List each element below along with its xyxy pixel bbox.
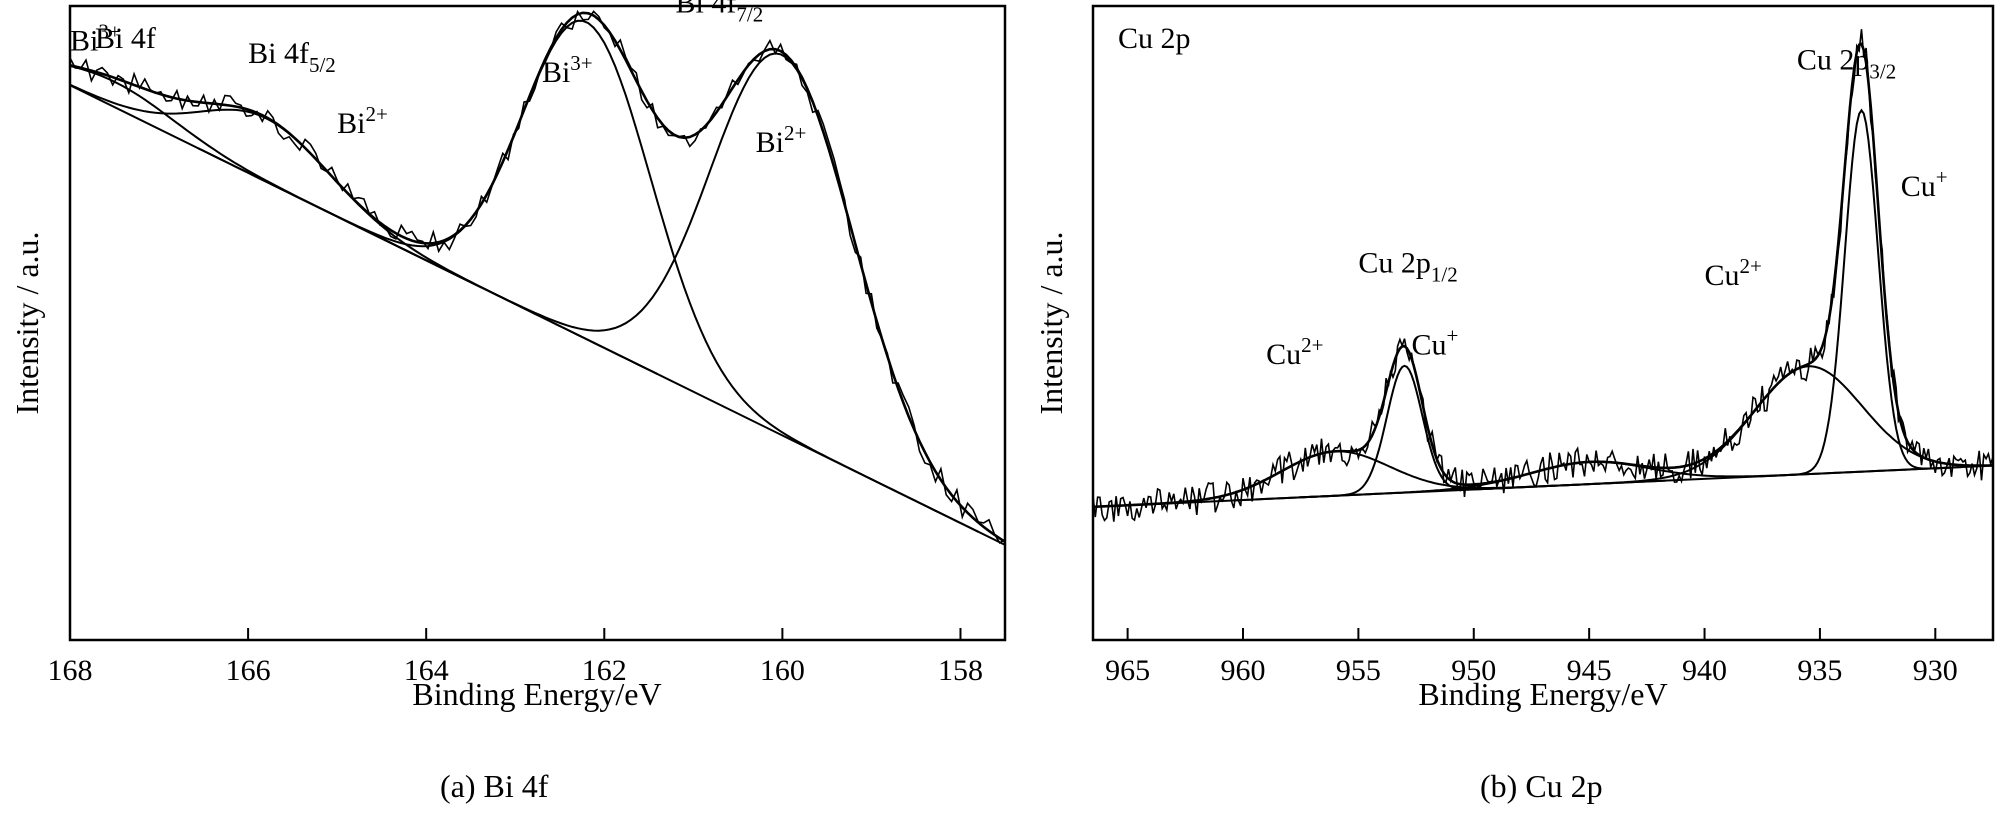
panel-b-x-tick-label: 960 bbox=[1221, 654, 1266, 687]
panel-b-x-tick-label: 945 bbox=[1567, 654, 1612, 687]
panel-b-label: Cu 2p bbox=[1118, 22, 1191, 55]
panel-a: Bi 4f Intensity / a.u. Binding Energy/eV… bbox=[9, 0, 1007, 712]
panel-a-curves bbox=[69, 9, 1006, 546]
panel-a-caption: (a) Bi 4f bbox=[440, 768, 549, 804]
panel-a-component-peak bbox=[197, 19, 979, 533]
panel-a-x-tick-label: 164 bbox=[404, 654, 449, 687]
panel-b-x-tick-label: 955 bbox=[1336, 654, 1381, 687]
panel-b: Cu 2p Intensity / a.u. Binding Energy/eV… bbox=[1033, 4, 1995, 712]
panel-a-peak-annotation: Bi3+ bbox=[70, 19, 121, 57]
panel-a-x-tick-label: 160 bbox=[760, 654, 805, 687]
panel-a-x-tick-label: 158 bbox=[938, 654, 983, 687]
panel-a-x-axis-label: Binding Energy/eV bbox=[412, 676, 661, 712]
panel-b-x-tick-label: 965 bbox=[1105, 654, 1150, 687]
panel-a-x-ticks: 168 166 164 162 160 158 bbox=[48, 628, 983, 687]
panel-a-label: Bi 4f bbox=[95, 22, 156, 55]
panel-b-caption: (b) Cu 2p bbox=[1480, 768, 1603, 804]
panel-b-y-axis-label: Intensity / a.u. bbox=[1033, 231, 1069, 414]
panel-a-plot-frame bbox=[68, 4, 1007, 642]
panel-a-x-tick-label: 166 bbox=[226, 654, 271, 687]
panel-b-plot-frame bbox=[1091, 4, 1995, 642]
panel-a-x-tick-label: 168 bbox=[48, 654, 93, 687]
panel-b-x-tick-label: 950 bbox=[1451, 654, 1496, 687]
panel-a-peak-annotation: Bi2+ bbox=[756, 121, 807, 159]
panel-a-raw-data bbox=[69, 9, 1006, 545]
panel-b-component-peak bbox=[1759, 108, 1964, 478]
panel-b-x-ticks: 965 960 955 950 945 940 935 930 bbox=[1105, 628, 1958, 687]
panel-b-x-axis-label: Binding Energy/eV bbox=[1418, 676, 1667, 712]
panel-b-x-tick-label: 930 bbox=[1913, 654, 1958, 687]
panel-b-x-tick-label: 935 bbox=[1797, 654, 1842, 687]
panel-b-raw-data bbox=[1092, 29, 1994, 522]
panel-a-x-tick-label: 162 bbox=[582, 654, 627, 687]
panel-b-curves bbox=[1092, 29, 1994, 522]
panel-b-x-tick-label: 940 bbox=[1682, 654, 1727, 687]
panel-a-y-axis-label: Intensity / a.u. bbox=[9, 231, 45, 414]
